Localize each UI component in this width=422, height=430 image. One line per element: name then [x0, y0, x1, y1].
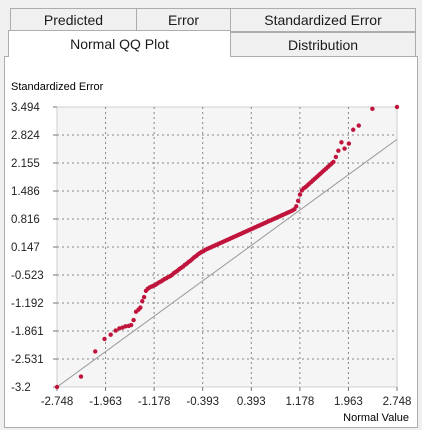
data-point: [93, 349, 98, 354]
normal-qq-plot-chart: 3.494 2.824 2.155 1.486 0.816 0.147 -0.523 -1.1…: [11, 81, 412, 424]
data-point: [113, 328, 118, 333]
y-axis-title: Standardized Error: [11, 81, 104, 93]
y-tick-label: 2.155: [11, 158, 40, 170]
data-point: [370, 106, 375, 112]
x-tick-label: 2.748: [383, 396, 412, 408]
reference-line: [56, 138, 398, 388]
data-point: [346, 141, 352, 146]
data-point: [356, 123, 361, 128]
data-point: [141, 294, 147, 300]
x-tick-label: -0.393: [186, 396, 219, 408]
data-point: [78, 374, 84, 379]
x-tick-label: -1.178: [138, 396, 171, 408]
data-point: [131, 317, 136, 323]
y-tick-label: 0.147: [11, 242, 40, 254]
x-tick-label: 1.178: [285, 396, 314, 408]
y-tick-label: 3.494: [11, 102, 40, 114]
data-point: [295, 198, 301, 204]
data-point: [333, 154, 339, 160]
y-tick-label: -3.2: [11, 382, 31, 394]
y-tick-labels: 3.494 2.824 2.155 1.486 0.816 0.147 -0.523 -1.1…: [11, 102, 44, 394]
data-point: [331, 159, 336, 165]
data-point: [297, 192, 303, 197]
data-point: [342, 146, 347, 151]
data-point: [108, 332, 113, 337]
data-point: [138, 305, 143, 310]
data-point: [54, 384, 60, 390]
data-point: [140, 299, 145, 304]
data-point: [351, 127, 356, 132]
x-tick-label: 0.393: [237, 396, 266, 408]
qq-plot-panel: 3.494 2.824 2.155 1.486 0.816 0.147 -0.523 -1.1…: [4, 56, 418, 428]
data-points: [54, 104, 400, 390]
x-tick-labels: -2.748 -1.963 -1.178 -0.393 0.393 1.178 1.963 2…: [41, 396, 412, 408]
tab-normal-qq-plot[interactable]: Normal QQ Plot: [8, 30, 231, 57]
x-tick-label: 1.963: [334, 396, 363, 408]
data-point: [294, 204, 299, 209]
y-tick-label: -1.192: [11, 298, 44, 310]
tab-predicted[interactable]: Predicted: [10, 8, 137, 32]
data-point: [394, 104, 400, 110]
grid-lines: [53, 106, 398, 391]
x-tick-label: -2.748: [41, 396, 74, 408]
y-tick-label: -0.523: [11, 270, 44, 282]
y-tick-label: 2.824: [11, 130, 40, 142]
data-point: [339, 140, 344, 145]
tab-error[interactable]: Error: [136, 8, 231, 32]
x-tick-label: -1.963: [89, 396, 122, 408]
tab-distribution[interactable]: Distribution: [230, 32, 416, 57]
data-point: [102, 336, 107, 342]
tab-standardized-error[interactable]: Standardized Error: [230, 8, 416, 32]
y-tick-label: -2.531: [11, 354, 44, 366]
y-tick-label: -1.861: [11, 326, 44, 338]
y-tick-label: 0.816: [11, 214, 40, 226]
data-point: [336, 148, 341, 153]
y-tick-label: 1.486: [11, 186, 40, 198]
data-point: [128, 322, 134, 328]
x-axis-title: Normal Value: [343, 412, 409, 424]
